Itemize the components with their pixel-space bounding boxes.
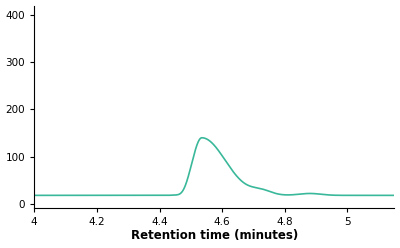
X-axis label: Retention time (minutes): Retention time (minutes): [131, 229, 298, 243]
